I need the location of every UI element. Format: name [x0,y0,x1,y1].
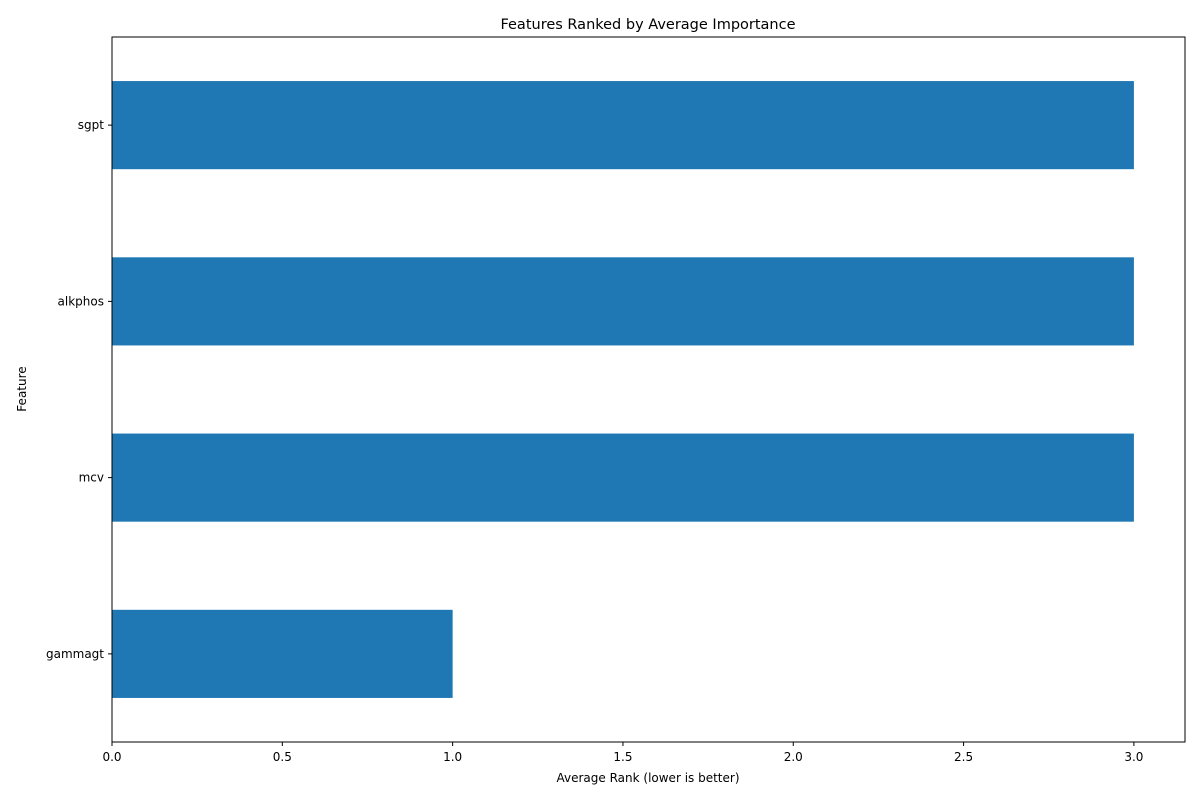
x-axis-label: Average Rank (lower is better) [557,771,740,785]
x-tick-label: 0.5 [273,750,292,764]
bar-mcv [112,433,1134,522]
x-tick-label: 1.0 [443,750,462,764]
x-tick-label: 2.5 [954,750,973,764]
plot-frame [111,36,1186,743]
y-axis-ticks: gammagt mcv alkphos sgpt [46,118,112,661]
y-axis-label: Feature [15,366,29,411]
y-tick-label: gammagt [46,647,104,661]
bar-gammagt [112,609,453,698]
x-tick-label: 0.0 [102,750,121,764]
x-tick-label: 2.0 [784,750,803,764]
bars-group [112,81,1134,698]
x-axis-ticks: 0.0 0.5 1.0 1.5 2.0 2.5 3.0 [102,742,1143,764]
y-tick-label: mcv [79,471,104,485]
x-tick-label: 1.5 [613,750,632,764]
y-tick-label: sgpt [78,118,104,132]
bar-alkphos [112,257,1134,346]
chart-title: Features Ranked by Average Importance [500,17,795,33]
y-tick-label: alkphos [58,294,104,308]
x-tick-label: 3.0 [1124,750,1143,764]
bar-sgpt [112,81,1134,170]
